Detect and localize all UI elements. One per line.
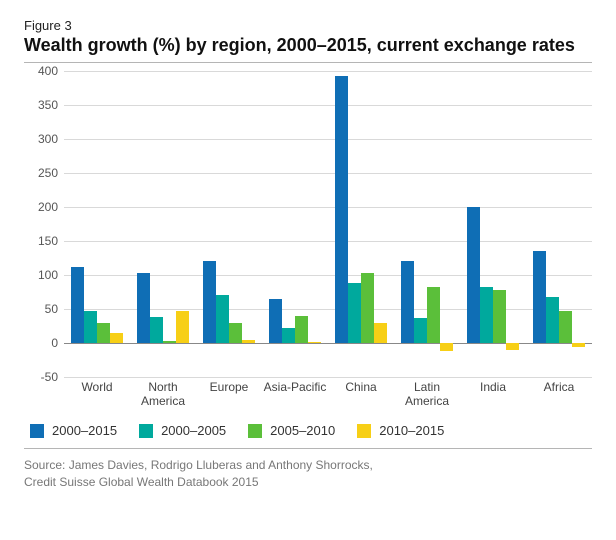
- y-tick-label: 0: [51, 336, 64, 350]
- figure-label: Figure 3: [24, 18, 592, 33]
- source-line2: Credit Suisse Global Wealth Databook 201…: [24, 475, 259, 489]
- legend-item-2010-2015: 2010–2015: [357, 423, 444, 438]
- y-tick-label: 100: [38, 268, 64, 282]
- bar: [229, 323, 242, 343]
- legend: 2000–2015 2000–2005 2005–2010 2010–2015: [30, 423, 592, 438]
- legend-item-2005-2010: 2005–2010: [248, 423, 335, 438]
- bar: [335, 76, 348, 343]
- legend-label: 2000–2005: [161, 423, 226, 438]
- chart-container: -50050100150200250300350400 WorldNorth A…: [24, 71, 592, 411]
- chart-title: Wealth growth (%) by region, 2000–2015, …: [24, 35, 592, 56]
- x-tick-label: India: [480, 381, 506, 395]
- x-tick-label: North America: [141, 381, 185, 409]
- bar: [546, 297, 559, 343]
- x-tick-label: Africa: [544, 381, 575, 395]
- bar: [308, 342, 321, 343]
- bar: [506, 343, 519, 350]
- bar: [414, 318, 427, 343]
- source-text: Source: James Davies, Rodrigo Lluberas a…: [24, 457, 592, 491]
- x-tick-label: Europe: [210, 381, 249, 395]
- bar: [361, 273, 374, 343]
- bars-area: [64, 71, 592, 377]
- source-line1: Source: James Davies, Rodrigo Lluberas a…: [24, 458, 373, 472]
- footer-rule: [24, 448, 592, 449]
- x-tick-label: China: [345, 381, 376, 395]
- legend-label: 2005–2010: [270, 423, 335, 438]
- legend-label: 2000–2015: [52, 423, 117, 438]
- y-tick-label: 50: [45, 302, 64, 316]
- title-rule: [24, 62, 592, 63]
- bar: [493, 290, 506, 343]
- bar: [401, 261, 414, 343]
- x-tick-label: Asia-Pacific: [264, 381, 327, 395]
- bar: [216, 295, 229, 343]
- legend-swatch-icon: [357, 424, 371, 438]
- y-tick-label: -50: [41, 370, 64, 384]
- plot-area: -50050100150200250300350400 WorldNorth A…: [64, 71, 592, 411]
- bar: [348, 283, 361, 343]
- bar: [137, 273, 150, 343]
- bar: [71, 267, 84, 343]
- y-tick-label: 150: [38, 234, 64, 248]
- x-tick-label: Latin America: [405, 381, 449, 409]
- bar: [110, 333, 123, 343]
- x-tick-label: World: [81, 381, 112, 395]
- bar: [269, 299, 282, 343]
- bar: [242, 340, 255, 343]
- legend-item-2000-2005: 2000–2005: [139, 423, 226, 438]
- legend-item-2000-2015: 2000–2015: [30, 423, 117, 438]
- bar: [203, 261, 216, 343]
- y-tick-label: 400: [38, 64, 64, 78]
- bar: [374, 323, 387, 343]
- y-tick-label: 250: [38, 166, 64, 180]
- y-tick-label: 200: [38, 200, 64, 214]
- x-axis-labels: World North America Europe Asia-Pacific Chin…: [64, 377, 592, 411]
- bar: [572, 343, 585, 347]
- bar: [282, 328, 295, 343]
- bar: [559, 311, 572, 343]
- bar: [295, 316, 308, 343]
- bar: [467, 207, 480, 343]
- bar: [150, 317, 163, 343]
- bar: [84, 311, 97, 343]
- bar: [163, 341, 176, 343]
- y-tick-label: 350: [38, 98, 64, 112]
- bar: [480, 287, 493, 343]
- y-tick-label: 300: [38, 132, 64, 146]
- bar: [427, 287, 440, 343]
- bar: [533, 251, 546, 343]
- bar: [97, 323, 110, 343]
- bar: [176, 311, 189, 343]
- bar: [440, 343, 453, 351]
- legend-swatch-icon: [248, 424, 262, 438]
- legend-swatch-icon: [139, 424, 153, 438]
- legend-swatch-icon: [30, 424, 44, 438]
- legend-label: 2010–2015: [379, 423, 444, 438]
